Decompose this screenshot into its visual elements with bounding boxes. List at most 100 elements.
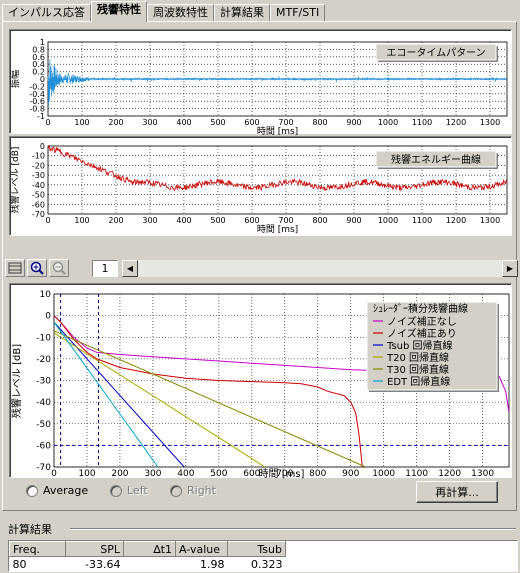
series-line-6 — [54, 321, 159, 467]
x-tick-label: 800 — [312, 118, 327, 127]
table-cell: 80 — [12, 557, 27, 571]
radio-dot — [26, 485, 38, 497]
x-tick-label: 200 — [108, 118, 123, 127]
x-tick-label: 400 — [176, 216, 191, 225]
y-tick-label: -40 — [36, 398, 51, 408]
radio-dot — [110, 485, 122, 497]
y-tick-label: 10 — [40, 290, 52, 300]
table-row[interactable]: 80 -33.64 1.98 0.323 — [10, 557, 286, 572]
column-header[interactable]: Freq. — [9, 541, 66, 557]
tab-strip: インパルス応答 残響特性 周波数特性 計算結果 MTF/STI — [2, 1, 326, 22]
x-tick-label: 900 — [346, 216, 361, 225]
horizontal-scrollbar[interactable]: ◀ ▶ — [122, 260, 518, 277]
y-tick-label: -50 — [32, 191, 45, 200]
zoom-in-icon — [30, 261, 44, 275]
x-tick-label: 1300 — [480, 118, 500, 127]
average-label: Average — [43, 484, 89, 497]
x-axis-label: 時間 [ms] — [257, 224, 298, 235]
x-tick-label: 700 — [278, 216, 293, 225]
column-header[interactable]: SPL — [65, 541, 124, 557]
x-tick-label: 1000 — [372, 469, 395, 479]
x-tick-label: 0 — [45, 118, 50, 127]
x-tick-label: 200 — [108, 216, 123, 225]
y-tick-label: -0.4 — [29, 90, 45, 99]
series-line-4 — [54, 332, 266, 467]
x-tick-label: 1100 — [412, 216, 432, 225]
y-tick-label: -0.8 — [29, 105, 45, 114]
x-tick-label: 500 — [210, 469, 227, 479]
x-tick-label: 100 — [78, 469, 95, 479]
y-axis-label: 残響レベル [dB] — [10, 147, 21, 214]
chart-title-box — [375, 150, 497, 168]
x-tick-label: 300 — [142, 216, 157, 225]
legend — [366, 301, 498, 391]
tab-reverberation[interactable]: 残響特性 — [91, 1, 147, 22]
tab-results[interactable]: 計算結果 — [214, 4, 270, 22]
chart-title-box — [375, 43, 497, 61]
y-tick-label: -10 — [36, 333, 51, 343]
fit-view-button[interactable] — [5, 259, 25, 277]
tab-mtf-sti[interactable]: MTF/STI — [270, 4, 326, 22]
x-tick-label: 0 — [51, 469, 57, 479]
x-tick-label: 0 — [45, 216, 50, 225]
zoom-in-button[interactable] — [27, 259, 47, 277]
column-header[interactable]: ∆t1 — [123, 541, 176, 557]
results-divider — [70, 528, 516, 530]
y-tick-label: 0 — [40, 142, 45, 151]
x-tick-label: 1200 — [446, 216, 466, 225]
x-tick-label: 600 — [244, 216, 259, 225]
page-number-field[interactable]: 1 — [92, 260, 118, 277]
x-axis-label: 時間 [ms] — [257, 126, 298, 135]
scroll-right-button[interactable]: ▶ — [502, 260, 518, 277]
legend-label: ノイズ補正なし — [387, 315, 457, 328]
results-table: Freq. SPL ∆t1 A-value Tsub 80 -33.64 1.9… — [8, 540, 518, 572]
zoom-out-button[interactable] — [49, 259, 69, 277]
y-axis-label: 残響レベル [dB] — [10, 344, 23, 418]
legend-label: ノイズ補正あり — [387, 327, 457, 340]
series-line-5 — [54, 330, 366, 467]
tab-frequency[interactable]: 周波数特性 — [147, 4, 214, 22]
y-tick-label: 1 — [40, 38, 45, 47]
x-tick-label: 1200 — [446, 118, 466, 127]
energy-decay-chart: 0 100 200 300 400 500 600 700 800 900 1000 1100 1200… — [9, 136, 512, 236]
column-header[interactable]: A-value — [175, 541, 228, 557]
schroeder-decay-chart: 0 100 200 300 400 500 600 700 800 900 1000 1100 1200… — [9, 283, 512, 479]
x-tick-label: 900 — [342, 469, 359, 479]
y-tick-label: -20 — [32, 161, 45, 170]
tab-panel: 0 100 200 300 400 500 600 700 800 900 1000 1100 1200… — [2, 21, 518, 511]
echo-waveform — [47, 59, 507, 107]
results-section-title: 計算結果 — [8, 523, 52, 536]
legend-label: EDT 回帰直線 — [387, 375, 450, 388]
y-tick-label: 0 — [40, 75, 45, 84]
y-tick-label: -1 — [37, 112, 45, 121]
recalculate-button[interactable]: 再計算... — [416, 481, 498, 503]
x-tick-label: 600 — [243, 469, 260, 479]
chart-toolbar: 1 ◀ ▶ — [5, 258, 518, 278]
y-tick-label: 0.8 — [32, 45, 45, 54]
tab-impulse-response[interactable]: インパルス応答 — [2, 4, 91, 22]
x-tick-label: 500 — [210, 216, 225, 225]
legend-label: T30 回帰直線 — [386, 363, 449, 376]
x-tick-label: 1200 — [438, 469, 461, 479]
x-tick-label: 1300 — [480, 216, 500, 225]
y-axis-label: 振幅 — [10, 70, 21, 88]
y-tick-label: -0.6 — [29, 97, 45, 106]
legend-label: ｼｭﾚｰﾀﾞｰ積分残響曲線 — [373, 302, 468, 315]
y-tick-label: -50 — [36, 420, 51, 430]
echo-time-pattern-chart: 0 100 200 300 400 500 600 700 800 900 1000 1100 1200… — [9, 29, 512, 135]
y-tick-label: -40 — [32, 181, 45, 190]
plot-frame — [53, 293, 510, 468]
chart-title: エコータイムパターン — [386, 47, 485, 59]
scroll-left-button[interactable]: ◀ — [122, 260, 138, 277]
column-header[interactable]: Tsub — [227, 541, 286, 557]
x-tick-label: 800 — [309, 469, 326, 479]
y-tick-label: -70 — [36, 463, 51, 473]
right-label: Right — [187, 484, 216, 497]
x-tick-label: 500 — [210, 118, 225, 127]
x-tick-label: 400 — [176, 118, 191, 127]
x-tick-label: 600 — [244, 118, 259, 127]
table-cell: 1.98 — [200, 557, 225, 571]
legend-label: T20 回帰直線 — [386, 351, 449, 364]
y-tick-label: -60 — [32, 200, 45, 209]
table-cell — [124, 557, 176, 572]
